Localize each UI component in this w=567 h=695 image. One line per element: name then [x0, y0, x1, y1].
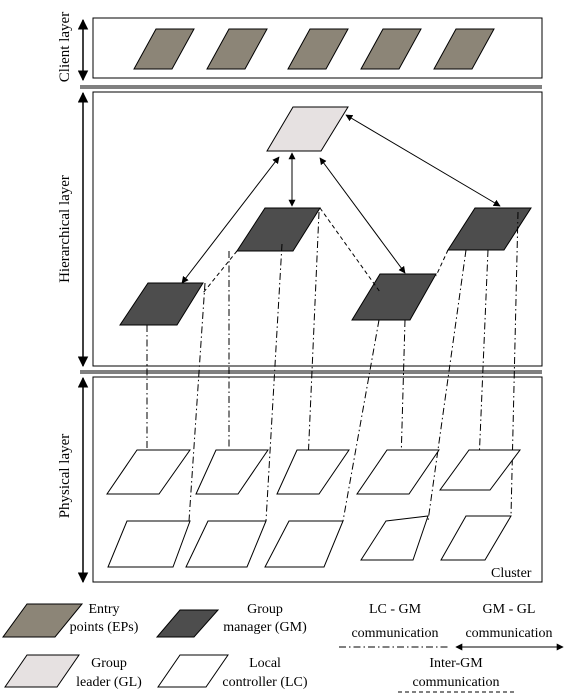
entry-point-5	[433, 28, 495, 70]
inter-gm-2-4	[435, 249, 449, 277]
legend-group-leader-swatch	[4, 654, 80, 688]
legend-ep-line1: Entry	[88, 602, 119, 617]
entry-point-3	[287, 28, 349, 70]
inter-gm-lines	[202, 207, 449, 294]
legend-gmgl-line2: communication	[465, 626, 552, 641]
lc-gm-lines	[146, 211, 519, 522]
lc-top-2	[195, 449, 269, 495]
inter-gm-1-3	[202, 250, 238, 294]
group-manager-4	[351, 273, 437, 321]
local-controllers	[106, 449, 521, 568]
entry-point-1	[133, 28, 195, 70]
legend-gl-line2: leader (GL)	[76, 675, 142, 690]
legend-lc-line1: Local	[249, 656, 281, 671]
lc-top-5	[439, 449, 521, 491]
lcgm-line-4	[265, 243, 283, 522]
lcgm-line-7	[400, 319, 406, 463]
group-manager-3	[119, 282, 204, 326]
cluster-label: Cluster	[491, 566, 532, 581]
legend-group-manager-swatch	[155, 609, 220, 638]
client-layer-box	[92, 17, 543, 79]
lc-bot-2	[185, 520, 267, 568]
entry-point-4	[360, 28, 422, 70]
lcgm-line-2	[188, 282, 206, 522]
gl-gm3-arrow	[181, 156, 280, 284]
physical-layer-box	[92, 376, 543, 583]
lc-top-4	[356, 449, 440, 495]
legend-gm-line2: manager (GM)	[223, 620, 307, 635]
physical-layer-label: Physical layer	[57, 434, 73, 519]
gl-gm4-arrow	[319, 157, 406, 274]
legend-lcgm-line1: LC - GM	[369, 602, 422, 617]
hierarchical-layer-box	[92, 91, 543, 367]
lcgm-line-6	[342, 319, 380, 522]
hierarchical-layer-label: Hierarchical layer	[57, 175, 73, 283]
client-layer-label: Client layer	[57, 12, 73, 82]
lcgm-line-9	[478, 249, 489, 463]
legend-lc-line2: controller (LC)	[222, 675, 307, 690]
inter-gm-1-4	[319, 207, 381, 293]
lc-bot-1	[107, 520, 191, 568]
entry-points-group	[133, 28, 495, 70]
lc-bot-5	[440, 515, 512, 561]
legend-gmgl-line1: GM - GL	[483, 602, 536, 617]
lcgm-line-5	[307, 211, 320, 463]
legend-local-controller-swatch	[157, 654, 229, 688]
legend-gm-line1: Group	[247, 602, 283, 617]
lc-bot-3	[264, 520, 344, 568]
legend-entry-point-swatch	[2, 603, 84, 638]
legend-gl-line1: Group	[91, 656, 127, 671]
group-manager-1	[236, 207, 321, 252]
legend-lcgm-line2: communication	[351, 626, 438, 641]
group-manager-2	[447, 207, 532, 251]
gl-gm2-arrow	[345, 114, 501, 207]
legend: Entry points (EPs) Group manager (GM) Gr…	[2, 602, 564, 693]
legend-ep-line2: points (EPs)	[70, 620, 139, 635]
lc-top-1	[106, 449, 191, 495]
group-leader-node	[266, 106, 349, 152]
legend-intergm-line2: communication	[412, 675, 499, 690]
lcgm-line-8	[427, 249, 467, 522]
gm-gl-arrows	[181, 114, 501, 284]
lc-top-3	[276, 449, 350, 495]
group-managers	[119, 207, 532, 326]
lcgm-line-10	[510, 211, 519, 517]
lc-bot-4	[360, 515, 429, 561]
entry-point-2	[206, 28, 268, 70]
legend-intergm-line1: Inter-GM	[429, 656, 483, 671]
